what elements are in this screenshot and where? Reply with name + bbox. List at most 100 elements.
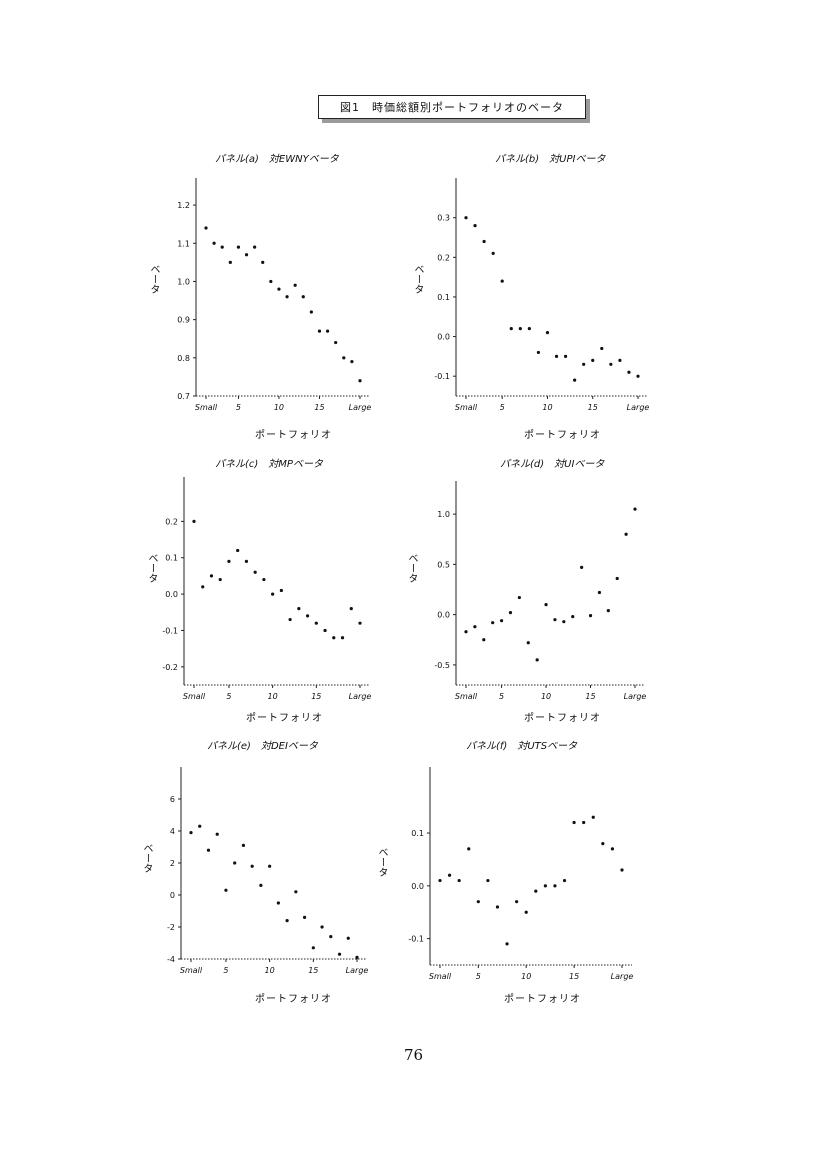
y-tick-label: 0.3 (437, 214, 450, 223)
panel-c: パネル(c) 対MPベータ ベータ ポートフォリオ 0.2 0.1 0.0 -0.1 -0.2… (140, 453, 410, 733)
data-point (464, 216, 468, 220)
data-point (241, 843, 246, 847)
x-tick-label: Small (183, 692, 206, 701)
data-point (209, 574, 214, 578)
scatter-plot: 0.3 0.2 0.1 0.0 -0.1 Small 5 10 15 Large (434, 178, 649, 412)
data-point (236, 548, 240, 553)
x-tick-label: 10 (521, 972, 531, 981)
data-point (329, 935, 333, 939)
x-tick-label: 10 (265, 966, 275, 975)
data-point (505, 942, 509, 946)
data-point (527, 327, 531, 331)
data-point (355, 955, 359, 959)
panel-d: パネル(d) 対UIベータ ベータ ポートフォリオ 1.0 0.5 0.0 -0.5 Smal… (400, 453, 670, 733)
data-point (536, 350, 541, 355)
data-point (535, 658, 539, 662)
x-tick-label: 5 (236, 403, 241, 412)
data-point (302, 915, 307, 919)
data-point (309, 310, 313, 314)
y-tick-label: 0.9 (177, 316, 190, 325)
data-point (228, 260, 232, 264)
data-point (340, 636, 345, 640)
y-tick-label: 0.1 (411, 829, 424, 838)
x-tick-label: Small (455, 403, 478, 412)
data-point (277, 287, 281, 291)
data-point (259, 883, 263, 887)
x-tick-label: 5 (500, 403, 505, 412)
data-point (615, 576, 619, 581)
panel-title: パネル(f) 対UTSベータ (466, 741, 578, 752)
data-point (288, 617, 292, 622)
data-point (518, 327, 522, 331)
data-point (467, 847, 471, 851)
data-point (218, 577, 222, 582)
y-axis-label: ベータ (141, 843, 152, 873)
data-point (311, 946, 315, 950)
data-point (482, 638, 486, 642)
y-tick-label: 1.1 (177, 239, 190, 248)
data-point (600, 346, 604, 351)
x-tick-label: Large (611, 972, 634, 981)
data-point (305, 614, 310, 618)
data-point (476, 900, 480, 904)
panel-a: パネル(a) 対EWNYベータ ベータ ポートフォリオ 1.2 1.1 1.0 0.9 0.8… (140, 148, 410, 448)
data-point (553, 884, 557, 888)
data-point (342, 356, 346, 360)
data-point (563, 354, 568, 358)
y-tick-label: 6 (170, 795, 175, 804)
data-point (244, 559, 249, 563)
y-tick-label: 0.0 (437, 611, 450, 620)
y-tick-label: 1.0 (437, 510, 450, 519)
x-tick-label: Small (429, 972, 452, 981)
y-tick-label: 0 (170, 891, 175, 900)
x-tick-label: 5 (499, 692, 504, 701)
x-tick-label: 10 (274, 403, 284, 412)
data-point (438, 878, 442, 883)
data-point (262, 577, 266, 582)
data-point (317, 329, 322, 333)
x-axis-label-b: ポートフォリオ (524, 430, 601, 441)
y-axis-label: ベータ (376, 847, 387, 877)
data-point (358, 621, 362, 625)
data-point (526, 641, 530, 645)
data-point (606, 609, 610, 613)
data-point (212, 241, 216, 245)
data-point (495, 905, 500, 909)
data-point (633, 507, 637, 511)
data-point (349, 607, 353, 611)
data-point (545, 331, 550, 335)
data-point (198, 824, 202, 828)
data-point (276, 901, 280, 905)
data-point (457, 878, 461, 883)
data-point (332, 636, 336, 640)
data-point (553, 618, 557, 622)
y-tick-label: -0.5 (434, 661, 450, 670)
x-axis-label-c: ポートフォリオ (246, 713, 323, 724)
data-point (580, 565, 584, 569)
data-point (285, 919, 289, 923)
data-point (534, 889, 538, 893)
data-point (618, 358, 622, 362)
figure-title: 図1 時価総額別ポートフォリオのベータ (318, 95, 586, 119)
data-point (294, 890, 298, 894)
data-point (591, 815, 595, 819)
x-axis-label-e: ポートフォリオ (255, 994, 332, 1005)
x-tick-label: Large (349, 692, 372, 701)
data-point (620, 868, 624, 872)
data-point (486, 878, 490, 883)
data-point (301, 295, 305, 299)
data-point (636, 374, 640, 378)
data-point (515, 900, 519, 904)
x-tick-label: Large (346, 966, 369, 975)
data-point (236, 245, 241, 249)
y-tick-label: -0.1 (162, 626, 178, 635)
data-point (601, 842, 605, 846)
y-tick-label: 0.1 (437, 293, 450, 302)
y-tick-label: 0.5 (437, 560, 450, 569)
x-tick-label: Small (195, 403, 218, 412)
y-tick-label: 0.2 (437, 253, 450, 262)
x-tick-label: 15 (314, 403, 324, 412)
data-point (627, 370, 631, 374)
data-point (582, 362, 586, 366)
panel-title: パネル(a) 対EWNYベータ (215, 154, 339, 165)
